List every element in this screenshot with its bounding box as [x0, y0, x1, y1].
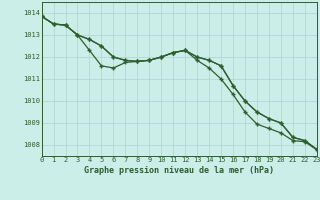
X-axis label: Graphe pression niveau de la mer (hPa): Graphe pression niveau de la mer (hPa) [84, 166, 274, 175]
